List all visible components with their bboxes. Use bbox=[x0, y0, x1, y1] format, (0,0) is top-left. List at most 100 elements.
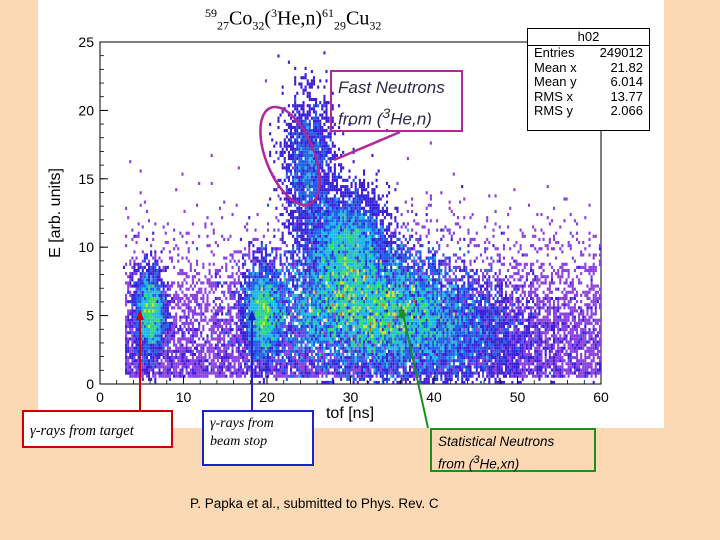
heatmap-cell bbox=[206, 349, 209, 353]
heatmap-cell bbox=[323, 324, 326, 329]
heatmap-cell bbox=[519, 374, 522, 378]
heatmap-cell bbox=[456, 346, 460, 350]
heatmap-cell bbox=[244, 356, 247, 360]
heatmap-cell bbox=[294, 343, 297, 347]
heatmap-cell bbox=[145, 324, 149, 329]
heatmap-cell bbox=[208, 346, 211, 350]
heatmap-cell bbox=[479, 312, 483, 316]
heatmap-cell bbox=[129, 312, 132, 316]
heatmap-cell bbox=[327, 309, 330, 313]
heatmap-cell bbox=[221, 337, 224, 341]
heatmap-cell bbox=[381, 359, 384, 363]
heatmap-cell bbox=[191, 371, 194, 375]
heatmap-cell bbox=[231, 337, 234, 341]
heatmap-cell bbox=[546, 312, 549, 316]
heatmap-cell bbox=[450, 368, 453, 372]
heatmap-cell bbox=[321, 303, 324, 307]
heatmap-cell bbox=[365, 300, 368, 304]
heatmap-cell bbox=[279, 334, 282, 338]
heatmap-cell bbox=[292, 303, 295, 307]
heatmap-cell bbox=[421, 309, 424, 313]
heatmap-cell bbox=[507, 306, 510, 310]
heatmap-cell bbox=[150, 340, 153, 344]
heatmap-cell bbox=[154, 356, 157, 360]
heatmap-cell bbox=[465, 352, 468, 357]
heatmap-cell bbox=[482, 352, 485, 357]
heatmap-cell bbox=[379, 356, 382, 360]
heatmap-cell bbox=[367, 309, 370, 313]
heatmap-cell bbox=[492, 334, 495, 338]
heatmap-cell bbox=[459, 306, 462, 310]
heatmap-cell bbox=[557, 359, 560, 363]
heatmap-cell bbox=[527, 337, 531, 341]
heatmap-cell bbox=[513, 371, 516, 375]
heatmap-cell bbox=[269, 356, 272, 360]
heatmap-cell bbox=[538, 318, 541, 322]
heatmap-cell bbox=[373, 371, 376, 375]
heatmap-cell bbox=[150, 346, 153, 350]
heatmap-cell bbox=[471, 343, 474, 347]
heatmap-cell bbox=[377, 318, 380, 322]
heatmap-cell bbox=[406, 374, 409, 378]
heatmap-cell bbox=[398, 362, 401, 366]
heatmap-cell bbox=[300, 371, 303, 375]
heatmap-cell bbox=[325, 365, 328, 369]
heatmap-cell bbox=[273, 328, 276, 332]
heatmap-cell bbox=[183, 352, 186, 357]
heatmap-cell bbox=[287, 352, 290, 357]
heatmap-cell bbox=[310, 356, 313, 360]
heatmap-cell bbox=[369, 343, 372, 347]
heatmap-cell bbox=[598, 368, 601, 372]
heatmap-cell bbox=[396, 331, 399, 335]
heatmap-cell bbox=[575, 340, 579, 344]
heatmap-cell bbox=[392, 334, 395, 338]
heatmap-cell bbox=[371, 315, 374, 319]
heatmap-cell bbox=[379, 303, 382, 307]
heatmap-cell bbox=[477, 359, 480, 363]
heatmap-cell bbox=[431, 331, 434, 335]
heatmap-cell bbox=[189, 359, 192, 363]
heatmap-cell bbox=[135, 349, 138, 353]
heatmap-cell bbox=[538, 346, 541, 350]
heatmap-cell bbox=[135, 368, 138, 372]
heatmap-cell bbox=[452, 303, 455, 307]
heatmap-cell bbox=[500, 368, 503, 372]
heatmap-cell bbox=[463, 374, 466, 378]
heatmap-cell bbox=[369, 324, 372, 329]
heatmap-cell bbox=[375, 309, 378, 313]
heatmap-cell bbox=[292, 359, 295, 363]
heatmap-cell bbox=[592, 352, 595, 357]
heatmap-cell bbox=[158, 318, 161, 322]
heatmap-cell bbox=[187, 374, 190, 378]
heatmap-cell bbox=[427, 303, 430, 307]
heatmap-cell bbox=[310, 324, 313, 329]
heatmap-cell bbox=[256, 362, 259, 366]
heatmap-cell bbox=[450, 349, 453, 353]
heatmap-cell bbox=[241, 309, 245, 313]
heatmap-cell bbox=[538, 365, 541, 369]
heatmap-cell bbox=[467, 331, 470, 335]
heatmap-cell bbox=[544, 359, 547, 363]
heatmap-cell bbox=[452, 300, 455, 304]
heatmap-cell bbox=[181, 362, 184, 366]
heatmap-cell bbox=[310, 368, 313, 372]
heatmap-cell bbox=[536, 303, 539, 307]
heatmap-cell bbox=[135, 362, 138, 366]
heatmap-cell bbox=[450, 300, 453, 304]
heatmap-cell bbox=[296, 340, 299, 344]
heatmap-cell bbox=[446, 365, 449, 369]
heatmap-cell bbox=[398, 356, 401, 360]
heatmap-cell bbox=[398, 309, 401, 313]
heatmap-cell bbox=[221, 309, 224, 313]
heatmap-cell bbox=[519, 371, 522, 375]
heatmap-cell bbox=[352, 331, 355, 335]
heatmap-cell bbox=[164, 312, 167, 316]
heatmap-cell bbox=[148, 352, 151, 357]
heatmap-cell bbox=[530, 359, 533, 363]
heatmap-cell bbox=[187, 346, 190, 350]
heatmap-cell bbox=[415, 343, 418, 347]
heatmap-cell bbox=[500, 356, 503, 360]
heatmap-cell bbox=[523, 352, 526, 357]
heatmap-cell bbox=[584, 331, 587, 335]
heatmap-cell bbox=[252, 318, 255, 322]
